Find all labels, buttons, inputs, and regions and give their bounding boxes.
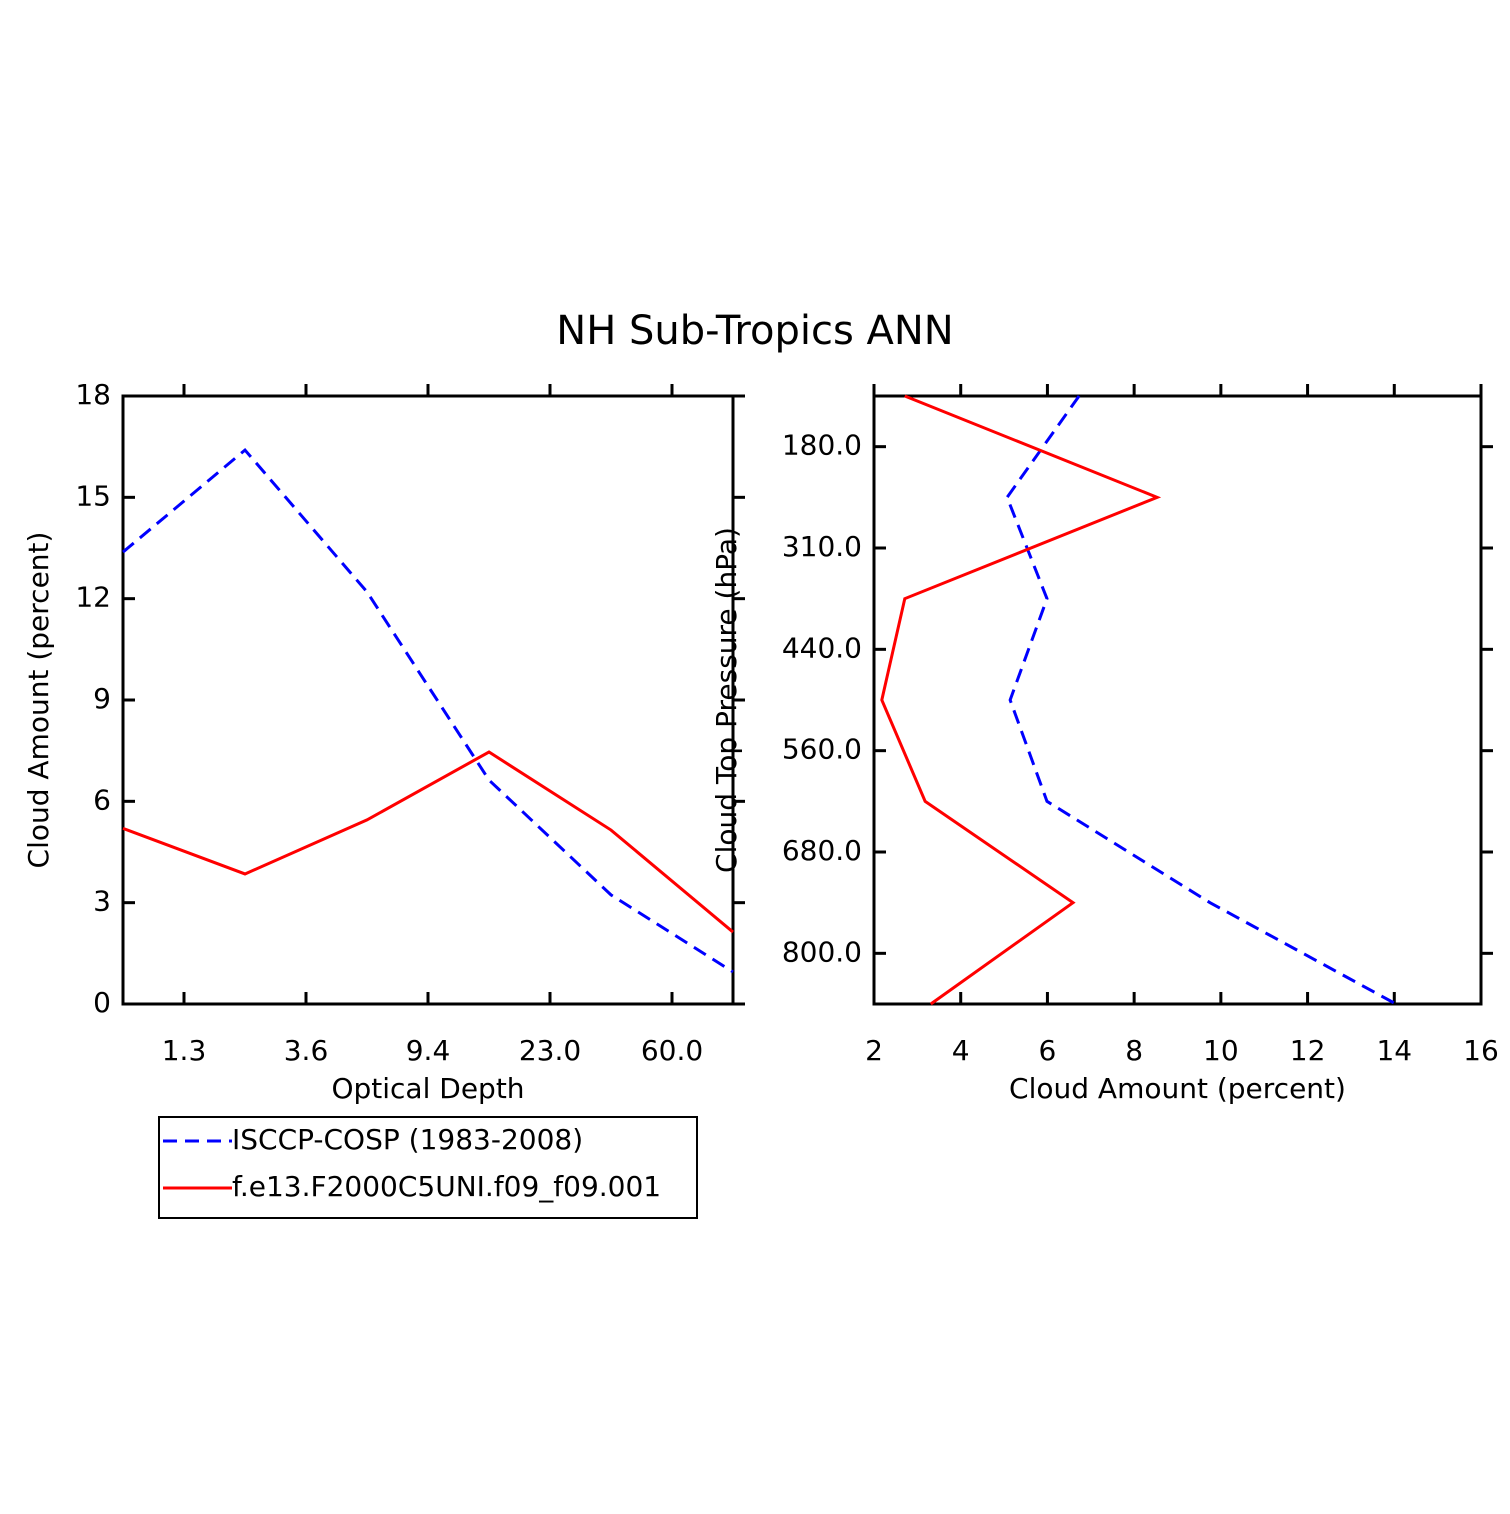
y-tick-label: 15 <box>75 479 111 512</box>
y-axis-label: Cloud Amount (percent) <box>22 532 55 869</box>
x-tick-label: 14 <box>1376 1034 1412 1067</box>
figure-title: NH Sub-Tropics ANN <box>556 308 953 354</box>
x-axis-label: Optical Depth <box>331 1072 524 1105</box>
y-tick-label: 800.0 <box>782 935 862 968</box>
x-tick-label: 1.3 <box>162 1034 207 1067</box>
x-tick-label: 6 <box>1039 1034 1057 1067</box>
y-tick-label: 310.0 <box>782 530 862 563</box>
x-tick-label: 4 <box>952 1034 970 1067</box>
x-tick-label: 16 <box>1463 1034 1499 1067</box>
x-tick-label: 10 <box>1203 1034 1239 1067</box>
y-tick-label: 3 <box>93 885 111 918</box>
y-axis-label: Cloud Top Pressure (hPa) <box>710 527 743 873</box>
y-tick-label: 18 <box>75 378 111 411</box>
x-tick-label: 2 <box>865 1034 883 1067</box>
x-tick-label: 12 <box>1290 1034 1326 1067</box>
legend-box <box>158 1116 698 1219</box>
plot-frame <box>872 394 1483 1006</box>
y-tick-label: 0 <box>93 986 111 1019</box>
series-line <box>122 750 734 934</box>
series-line <box>1005 395 1397 1006</box>
y-tick-label: 680.0 <box>782 834 862 867</box>
x-tick-label: 9.4 <box>406 1034 451 1067</box>
x-tick-label: 60.0 <box>641 1034 703 1067</box>
x-axis-label: Cloud Amount (percent) <box>1009 1072 1346 1105</box>
y-tick-label: 6 <box>93 783 111 816</box>
legend-label: f.e13.F2000C5UNI.f09_f09.001 <box>232 1170 661 1203</box>
y-tick-label: 560.0 <box>782 733 862 766</box>
legend-label: ISCCP-COSP (1983-2008) <box>232 1123 583 1156</box>
x-tick-label: 8 <box>1125 1034 1143 1067</box>
x-tick-label: 23.0 <box>519 1034 581 1067</box>
series-line <box>122 447 734 974</box>
series-line <box>880 394 1162 1006</box>
y-tick-label: 12 <box>75 581 111 614</box>
y-tick-label: 180.0 <box>782 429 862 462</box>
y-tick-label: 440.0 <box>782 631 862 664</box>
y-tick-label: 9 <box>93 682 111 715</box>
x-tick-label: 3.6 <box>284 1034 329 1067</box>
